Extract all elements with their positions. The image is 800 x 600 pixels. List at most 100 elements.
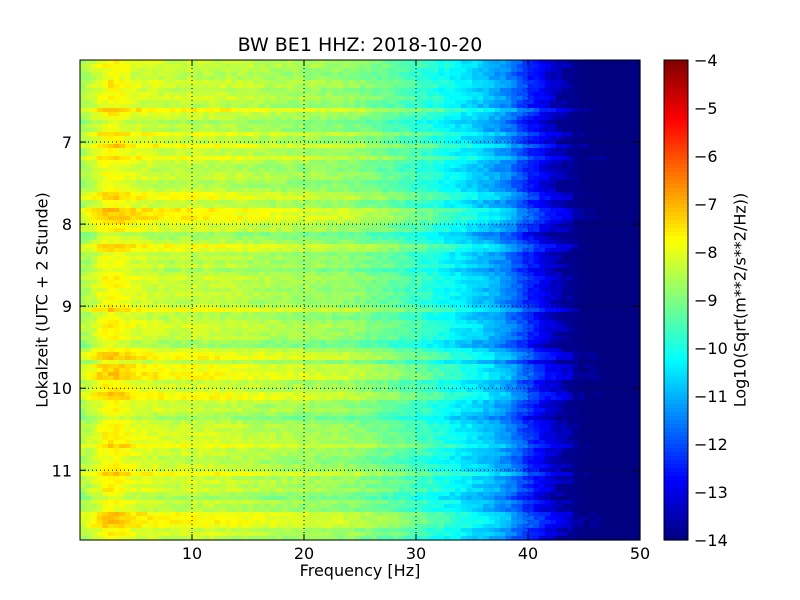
heatmap-cell bbox=[180, 112, 187, 117]
heatmap-cell bbox=[578, 200, 585, 205]
heatmap-cell bbox=[96, 196, 103, 201]
heatmap-cell bbox=[460, 100, 467, 105]
heatmap-cell bbox=[197, 224, 204, 229]
heatmap-cell bbox=[410, 160, 417, 165]
heatmap-cell bbox=[158, 80, 165, 85]
heatmap-cell bbox=[365, 156, 372, 161]
heatmap-cell bbox=[360, 80, 367, 85]
heatmap-cell bbox=[505, 164, 512, 169]
heatmap-cell bbox=[533, 228, 540, 233]
heatmap-cell bbox=[623, 220, 630, 225]
heatmap-cell bbox=[410, 232, 417, 237]
heatmap-cell bbox=[528, 156, 535, 161]
heatmap-cell bbox=[96, 152, 103, 157]
heatmap-cell bbox=[444, 200, 451, 205]
heatmap-cell bbox=[556, 104, 563, 109]
heatmap-cell bbox=[354, 128, 361, 133]
heatmap-cell bbox=[561, 124, 568, 129]
heatmap-cell bbox=[152, 244, 159, 249]
heatmap-cell bbox=[393, 192, 400, 197]
heatmap-cell bbox=[533, 188, 540, 193]
heatmap-cell bbox=[382, 136, 389, 141]
heatmap-cell bbox=[164, 196, 171, 201]
heatmap-cell bbox=[623, 212, 630, 217]
heatmap-cell bbox=[550, 256, 557, 261]
heatmap-cell bbox=[612, 216, 619, 221]
heatmap-cell bbox=[264, 124, 271, 129]
heatmap-cell bbox=[337, 184, 344, 189]
heatmap-cell bbox=[388, 236, 395, 241]
heatmap-cell bbox=[416, 184, 423, 189]
heatmap-cell bbox=[438, 200, 445, 205]
heatmap-cell bbox=[264, 176, 271, 181]
heatmap-cell bbox=[438, 208, 445, 213]
heatmap-cell bbox=[96, 148, 103, 153]
heatmap-cell bbox=[399, 200, 406, 205]
heatmap-cell bbox=[354, 176, 361, 181]
heatmap-cell bbox=[214, 72, 221, 77]
heatmap-cell bbox=[214, 60, 221, 65]
heatmap-cell bbox=[332, 112, 339, 117]
heatmap-cell bbox=[248, 72, 255, 77]
heatmap-cell bbox=[472, 256, 479, 261]
heatmap-cell bbox=[220, 220, 227, 225]
heatmap-cell bbox=[432, 100, 439, 105]
heatmap-cell bbox=[472, 248, 479, 253]
heatmap-cell bbox=[628, 216, 635, 221]
heatmap-cell bbox=[449, 196, 456, 201]
heatmap-cell bbox=[343, 244, 350, 249]
heatmap-cell bbox=[595, 104, 602, 109]
heatmap-cell bbox=[253, 164, 260, 169]
heatmap-cell bbox=[147, 220, 154, 225]
heatmap-cell bbox=[533, 192, 540, 197]
heatmap-cell bbox=[124, 132, 131, 137]
heatmap-cell bbox=[287, 124, 294, 129]
heatmap-cell bbox=[309, 220, 316, 225]
heatmap-cell bbox=[511, 200, 518, 205]
heatmap-cell bbox=[595, 84, 602, 89]
heatmap-cell bbox=[533, 108, 540, 113]
heatmap-cell bbox=[119, 228, 126, 233]
heatmap-cell bbox=[85, 180, 92, 185]
heatmap-cell bbox=[388, 108, 395, 113]
heatmap-cell bbox=[466, 220, 473, 225]
heatmap-cell bbox=[91, 256, 98, 261]
heatmap-cell bbox=[192, 60, 199, 65]
heatmap-cell bbox=[281, 228, 288, 233]
heatmap-cell bbox=[617, 152, 624, 157]
heatmap-cell bbox=[298, 240, 305, 245]
heatmap-cell bbox=[175, 252, 182, 257]
heatmap-cell bbox=[533, 168, 540, 173]
heatmap-cell bbox=[108, 140, 115, 145]
heatmap-cell bbox=[404, 232, 411, 237]
heatmap-cell bbox=[136, 240, 143, 245]
heatmap-cell bbox=[102, 84, 109, 89]
heatmap-cell bbox=[388, 88, 395, 93]
heatmap-cell bbox=[477, 228, 484, 233]
heatmap-cell bbox=[528, 200, 535, 205]
heatmap-cell bbox=[483, 152, 490, 157]
heatmap-cell bbox=[371, 244, 378, 249]
heatmap-cell bbox=[371, 240, 378, 245]
heatmap-cell bbox=[567, 72, 574, 77]
heatmap-cell bbox=[561, 164, 568, 169]
heatmap-cell bbox=[466, 80, 473, 85]
heatmap-cell bbox=[192, 68, 199, 73]
heatmap-cell bbox=[528, 236, 535, 241]
heatmap-cell bbox=[186, 172, 193, 177]
heatmap-cell bbox=[152, 108, 159, 113]
heatmap-cell bbox=[533, 204, 540, 209]
heatmap-cell bbox=[393, 148, 400, 153]
heatmap-cell bbox=[242, 228, 249, 233]
heatmap-cell bbox=[130, 112, 137, 117]
heatmap-cell bbox=[141, 176, 148, 181]
heatmap-cell bbox=[292, 200, 299, 205]
heatmap-cell bbox=[483, 172, 490, 177]
heatmap-cell bbox=[421, 72, 428, 77]
heatmap-cell bbox=[85, 100, 92, 105]
heatmap-cell bbox=[612, 112, 619, 117]
heatmap-cell bbox=[404, 68, 411, 73]
heatmap-cell bbox=[516, 172, 523, 177]
heatmap-cell bbox=[304, 244, 311, 249]
heatmap-cell bbox=[264, 164, 271, 169]
